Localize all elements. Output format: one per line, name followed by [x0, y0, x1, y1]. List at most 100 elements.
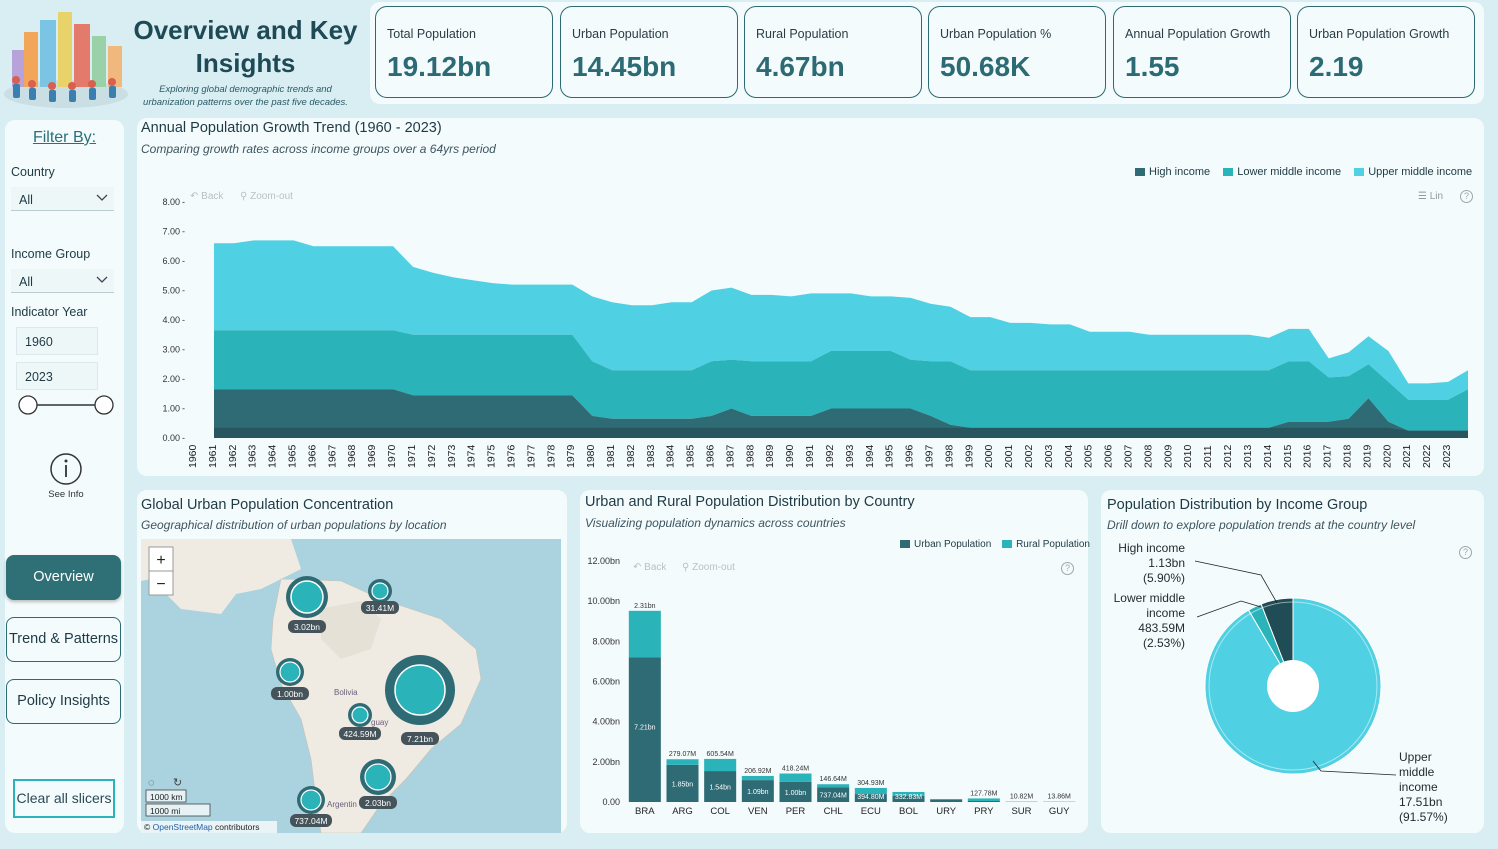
chevron-down-icon — [96, 276, 108, 283]
income-donut-chart: High income 1.13bn (5.90%) Lower middle … — [1114, 541, 1448, 824]
bar-data-label-rural: 146.64M — [820, 776, 847, 783]
trend-zoom-out-button[interactable]: ⚲ Zoom-out — [240, 191, 293, 202]
y-tick-label: 0.00 — [602, 797, 620, 807]
bar-rural-ven[interactable] — [741, 775, 774, 781]
map-scale-km-box — [145, 789, 187, 803]
year-range-slider[interactable] — [16, 393, 126, 417]
donut-subtitle: Drill down to explore population trends … — [1107, 518, 1416, 532]
y-tick-label: 2.00 — [162, 374, 180, 384]
bar-urban-ven[interactable] — [741, 780, 774, 802]
bar-rural-ecu[interactable] — [854, 787, 887, 795]
bar-back-button[interactable]: ↶ Back — [633, 562, 667, 573]
legend-swatch-rural — [1002, 540, 1013, 548]
bar-rural-arg[interactable] — [666, 759, 699, 765]
country-stacked-bar-chart: 0.00 2.00bn 4.00bn 6.00bn 8.00bn 10.00bn 12.00… — [587, 556, 1076, 817]
slider-handle-end[interactable] — [94, 395, 114, 415]
trend-back-button[interactable]: ↶ Back — [190, 191, 224, 202]
donut-slice-upper-middle[interactable] — [1204, 597, 1382, 775]
bar-data-label-rural: 13.86M — [1047, 794, 1071, 801]
map-bubble-chl[interactable]: 737.04M — [290, 786, 332, 827]
bar-urban-chl[interactable] — [817, 787, 850, 802]
bar-urban-arg[interactable] — [666, 764, 699, 802]
kpi-value: 2.19 — [1309, 51, 1364, 82]
map-reset-icon[interactable]: ↻ — [173, 777, 182, 789]
bar-data-label-urban: 7.21bn — [634, 725, 656, 732]
area-series-upper-middle-income[interactable] — [214, 240, 1468, 400]
header-panel: Overview and Key Insights Exploring glob… — [0, 0, 368, 112]
kpi-label: Annual Population Growth — [1125, 27, 1271, 41]
x-tick-label: 1994 — [864, 444, 876, 468]
map-bubble-bol[interactable]: 424.59M — [339, 703, 381, 740]
x-tick-label: 1969 — [366, 444, 378, 468]
nav-trend-patterns-button[interactable]: Trend & Patterns — [6, 617, 121, 662]
x-tick-label: 1977 — [525, 444, 537, 468]
nav-policy-insights-button[interactable]: Policy Insights — [6, 679, 121, 724]
bar-rural-chl[interactable] — [817, 784, 850, 788]
bar-urban-col[interactable] — [704, 771, 737, 802]
bar-urban-ury[interactable] — [930, 799, 963, 802]
help-icon[interactable]: ? — [1459, 546, 1472, 559]
slider-handle-start[interactable] — [18, 395, 38, 415]
clear-slicers-button[interactable]: Clear all slicers — [13, 779, 115, 818]
map-bubble-arg[interactable]: 2.03bn — [359, 759, 397, 809]
y-tick-label: 12.00bn — [587, 556, 620, 566]
help-icon[interactable]: ? — [1061, 562, 1074, 575]
map-lasso-icon[interactable]: ◌ — [148, 777, 155, 789]
country-dropdown[interactable]: All — [11, 187, 114, 211]
bar-data-label-urban: 1.09bn — [747, 789, 769, 796]
map-bubble-label: 424.59M — [343, 729, 376, 739]
donut-title: Population Distribution by Income Group — [1107, 497, 1368, 513]
trend-zoom-label: Zoom-out — [250, 191, 293, 202]
x-tick-label: 2014 — [1262, 444, 1274, 468]
map-zoom-in-label: + — [156, 552, 165, 569]
bar-urban-per[interactable] — [779, 781, 812, 802]
map-bubble-ven[interactable]: 3.02bn — [286, 576, 328, 633]
trend-lin-toggle[interactable]: ☰ Lin — [1418, 191, 1444, 202]
map-bubble-sur[interactable]: 31.41M — [361, 579, 399, 614]
bar-zoom-out-button[interactable]: ⚲ Zoom-out — [682, 562, 735, 573]
bar-urban-ecu[interactable] — [854, 794, 887, 802]
page-title: Overview and Key Insights — [133, 14, 358, 80]
x-tick-label: 1995 — [884, 444, 896, 468]
page-title-line1: Overview and Key — [133, 15, 358, 45]
area-series-lower-middle-income[interactable] — [214, 330, 1468, 431]
y-tick-label: 6.00 — [162, 256, 180, 266]
legend-swatch-upper-middle — [1354, 168, 1365, 176]
x-tick-label: 1965 — [287, 444, 299, 468]
year-to-input[interactable]: 2023 — [16, 362, 98, 390]
x-tick-label: 2009 — [1162, 444, 1174, 468]
bar-rural-bra[interactable] — [628, 610, 661, 658]
donut-label-upper-name3: income — [1399, 780, 1438, 794]
x-tick-label: 1966 — [306, 444, 318, 468]
x-tick-label: 1988 — [744, 444, 756, 468]
see-info-button[interactable]: See Info — [40, 452, 92, 500]
donut-label-lower-value: 483.59M — [1138, 621, 1185, 635]
bar-rural-col[interactable] — [704, 758, 737, 772]
bar-rural-bol[interactable] — [892, 791, 925, 796]
help-icon[interactable]: ? — [1460, 190, 1473, 203]
year-from-input[interactable]: 1960 — [16, 327, 98, 355]
map-zoom-out-button[interactable] — [148, 570, 174, 596]
income-group-dropdown[interactable]: All — [11, 269, 114, 293]
map-attribution-link[interactable]: OpenStreetMap — [153, 822, 213, 832]
map-zoom-in-button[interactable] — [148, 546, 174, 572]
map-label-argentina: Argentin — [327, 800, 357, 809]
area-series-high-income[interactable] — [214, 389, 1468, 438]
bar-urban-bra[interactable] — [628, 657, 661, 802]
bar-rural-pry[interactable] — [967, 798, 1000, 801]
y-tick-mark: - — [182, 404, 185, 414]
donut-label-high-value: 1.13bn — [1148, 556, 1185, 570]
bar-rural-ury[interactable] — [930, 798, 963, 800]
map-bubble-per[interactable]: 1.00bn — [271, 658, 309, 700]
bar-urban-pry[interactable] — [967, 800, 1000, 802]
bar-urban-bol[interactable] — [892, 795, 925, 802]
donut-label-high-income: High income 1.13bn (5.90%) — [1118, 541, 1185, 585]
y-tick-label: 10.00bn — [587, 596, 620, 606]
bar-data-label-rural: 279.07M — [669, 751, 696, 758]
bar-rural-per[interactable] — [779, 773, 812, 782]
nav-overview-button[interactable]: Overview — [6, 555, 121, 600]
legend-rural-population: Rural Population — [1016, 539, 1090, 550]
map-bubble-bra[interactable]: 7.21bn — [385, 655, 455, 745]
x-tick-label: ARG — [672, 806, 693, 817]
legend-high-income: High income — [1149, 166, 1211, 178]
